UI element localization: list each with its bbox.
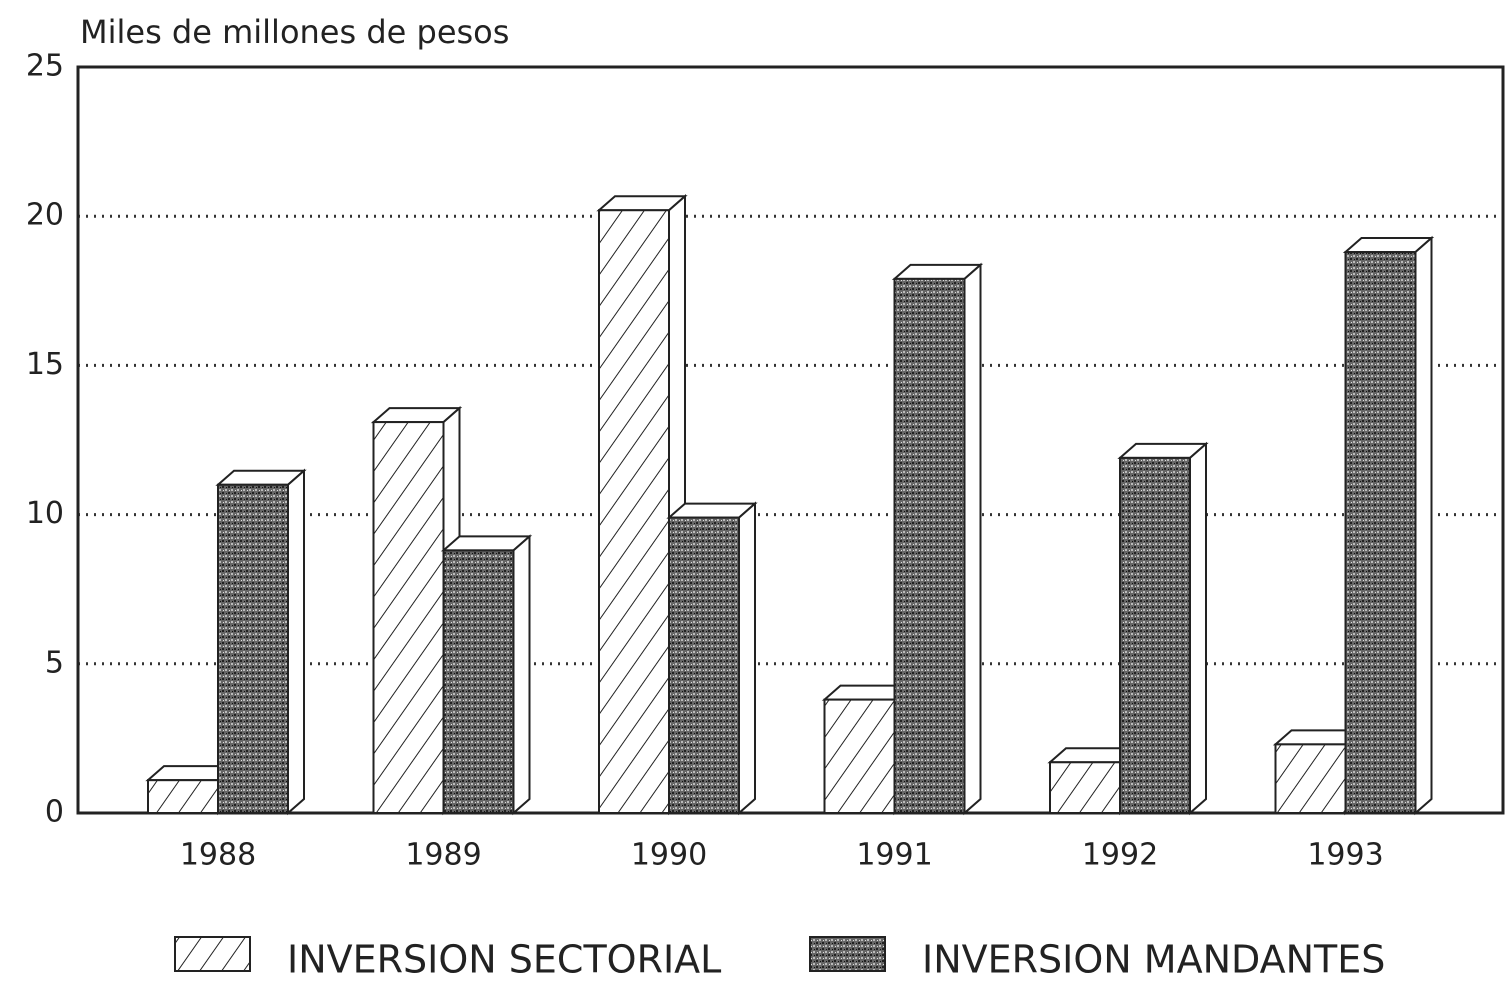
bar-side: [287, 468, 305, 816]
x-tick-label: 1989: [405, 838, 481, 873]
bar: [598, 209, 670, 814]
y-tick-label: 15: [26, 347, 64, 382]
x-tick-label: 1993: [1307, 838, 1383, 873]
bar: [823, 698, 896, 814]
bar-side: [1189, 441, 1207, 816]
x-tick-label: 1991: [856, 838, 932, 873]
y-tick-label: 10: [26, 496, 64, 531]
bar: [1049, 761, 1121, 814]
legend-label: INVERSION MANDANTES: [922, 938, 1385, 982]
bar-side: [1414, 235, 1433, 816]
bar-side: [738, 501, 756, 816]
bar-side: [512, 534, 531, 816]
plot-frame: [76, 65, 1505, 815]
bar: [1344, 251, 1417, 814]
x-tick-label: 1990: [631, 838, 707, 873]
bar: [668, 516, 740, 814]
legend-label: INVERSION SECTORIAL: [287, 938, 721, 982]
bar-side: [963, 262, 982, 816]
y-tick-label: 0: [45, 795, 64, 830]
bar: [147, 779, 219, 815]
bar: [442, 549, 515, 815]
y-tick-label: 20: [26, 198, 64, 233]
x-tick-label: 1988: [180, 838, 256, 873]
x-tick-label: 1992: [1082, 838, 1158, 873]
y-tick-label: 5: [45, 645, 64, 680]
axis-title: Miles de millones de pesos: [80, 13, 509, 51]
legend-swatch: [809, 936, 886, 972]
legend-swatch: [174, 936, 251, 972]
bar: [217, 483, 289, 814]
y-tick-label: 25: [26, 49, 64, 84]
bar: [1119, 456, 1191, 814]
bar: [372, 421, 445, 814]
bar: [893, 277, 966, 814]
bar: [1274, 743, 1347, 814]
